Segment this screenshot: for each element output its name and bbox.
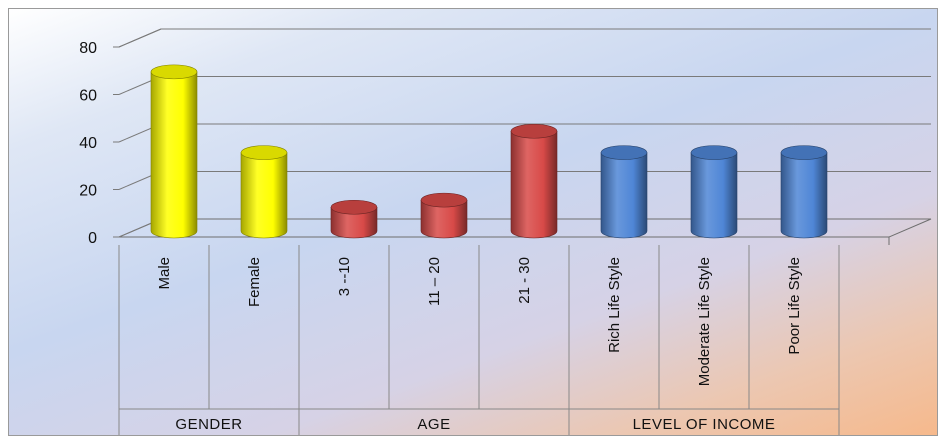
bar-top	[240, 145, 288, 160]
bar-body	[240, 152, 288, 239]
bar-body	[420, 199, 468, 239]
bar-body	[150, 71, 198, 239]
chart-frame: 0 20 40 60 80 Male Female 3 --10 11 – 20 21 - 30…	[8, 8, 938, 436]
y-tick-label: 20	[79, 183, 97, 200]
y-axis-ticks: 0 20 40 60 80	[79, 40, 97, 247]
bar-top	[780, 145, 828, 160]
bars	[150, 64, 828, 239]
bar-top	[690, 145, 738, 160]
bar-body	[690, 152, 738, 239]
group-label: LEVEL OF INCOME	[633, 416, 776, 433]
gridline-side	[118, 28, 162, 48]
category-label: 11 – 20	[426, 257, 443, 306]
bar-body	[510, 130, 558, 239]
category-label: Moderate Life Style	[696, 257, 713, 386]
bar-top	[600, 145, 648, 160]
bar-top	[510, 123, 558, 139]
category-label: Male	[156, 257, 173, 290]
bar	[330, 199, 378, 239]
category-label: 3 --10	[336, 257, 353, 296]
bar-body	[330, 206, 378, 239]
category-table: Male Female 3 --10 11 – 20 21 - 30 Rich Life …	[118, 245, 840, 435]
bar	[690, 145, 738, 239]
category-label: Female	[246, 257, 263, 307]
bar-body	[780, 152, 828, 239]
category-label: Rich Life Style	[606, 257, 623, 353]
y-tick-label: 0	[88, 230, 97, 247]
bar-top	[150, 64, 198, 80]
bar-top	[420, 192, 468, 208]
bar-body	[600, 152, 648, 239]
chart-area: 0 20 40 60 80 Male Female 3 --10 11 – 20 21 - 30…	[79, 28, 932, 435]
y-tick-label: 40	[79, 135, 97, 152]
y-tick-label: 80	[79, 40, 97, 57]
category-label: 21 - 30	[516, 257, 533, 304]
bar	[600, 145, 648, 239]
bar	[240, 145, 288, 239]
bar	[150, 64, 198, 239]
group-label: GENDER	[175, 416, 242, 433]
category-label: Poor Life Style	[786, 257, 803, 355]
bar	[510, 123, 558, 239]
y-tick-label: 60	[79, 88, 97, 105]
group-label: AGE	[417, 416, 450, 433]
bar	[420, 192, 468, 239]
bar	[780, 145, 828, 239]
bar-top	[330, 199, 378, 215]
